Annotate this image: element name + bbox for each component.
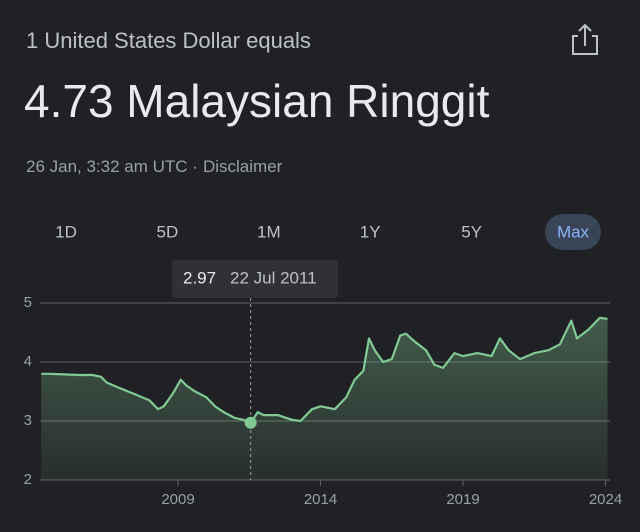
range-button[interactable]: 1M — [257, 222, 281, 241]
y-tick-label: 4 — [24, 353, 32, 370]
tooltip-date: 22 Jul 2011 — [230, 268, 317, 287]
x-tick-label: 2019 — [446, 491, 479, 508]
title: 4.73 Malaysian Ringgit — [24, 75, 490, 127]
timestamp: 26 Jan, 3:32 am UTC · Disclaimer — [26, 157, 283, 176]
range-button[interactable]: 1D — [55, 222, 77, 241]
range-button[interactable]: 1Y — [360, 222, 381, 241]
disclaimer-link[interactable]: Disclaimer — [203, 157, 283, 176]
range-button[interactable]: Max — [557, 222, 590, 241]
price-line — [41, 316, 608, 424]
tooltip-value: 2.97 — [183, 268, 216, 287]
range-button[interactable]: 5Y — [461, 222, 482, 241]
subtitle: 1 United States Dollar equals — [26, 28, 311, 53]
share-box — [572, 35, 598, 55]
tooltip-box — [172, 260, 338, 298]
x-tick-label: 2009 — [161, 491, 194, 508]
area-fill — [41, 317, 608, 480]
range-selected-bg — [545, 214, 601, 250]
cursor-point — [244, 416, 257, 429]
share-arrow — [578, 23, 592, 46]
range-selector: 1D 5D 1M 1Y 5Y Max — [55, 214, 601, 250]
share-button[interactable] — [572, 23, 598, 55]
y-tick-label: 3 — [24, 412, 32, 429]
range-button[interactable]: 5D — [157, 222, 179, 241]
time: 26 Jan, 3:32 am UTC · — [26, 157, 198, 176]
chart: 2 3 4 5 2009 2014 2019 2024 2.97 22 Jul 2011 — [24, 260, 622, 508]
x-tick-label: 2014 — [304, 491, 337, 508]
y-tick-label: 2 — [24, 471, 32, 488]
y-tick-label: 5 — [24, 294, 32, 311]
x-tick-label: 2024 — [589, 491, 622, 508]
